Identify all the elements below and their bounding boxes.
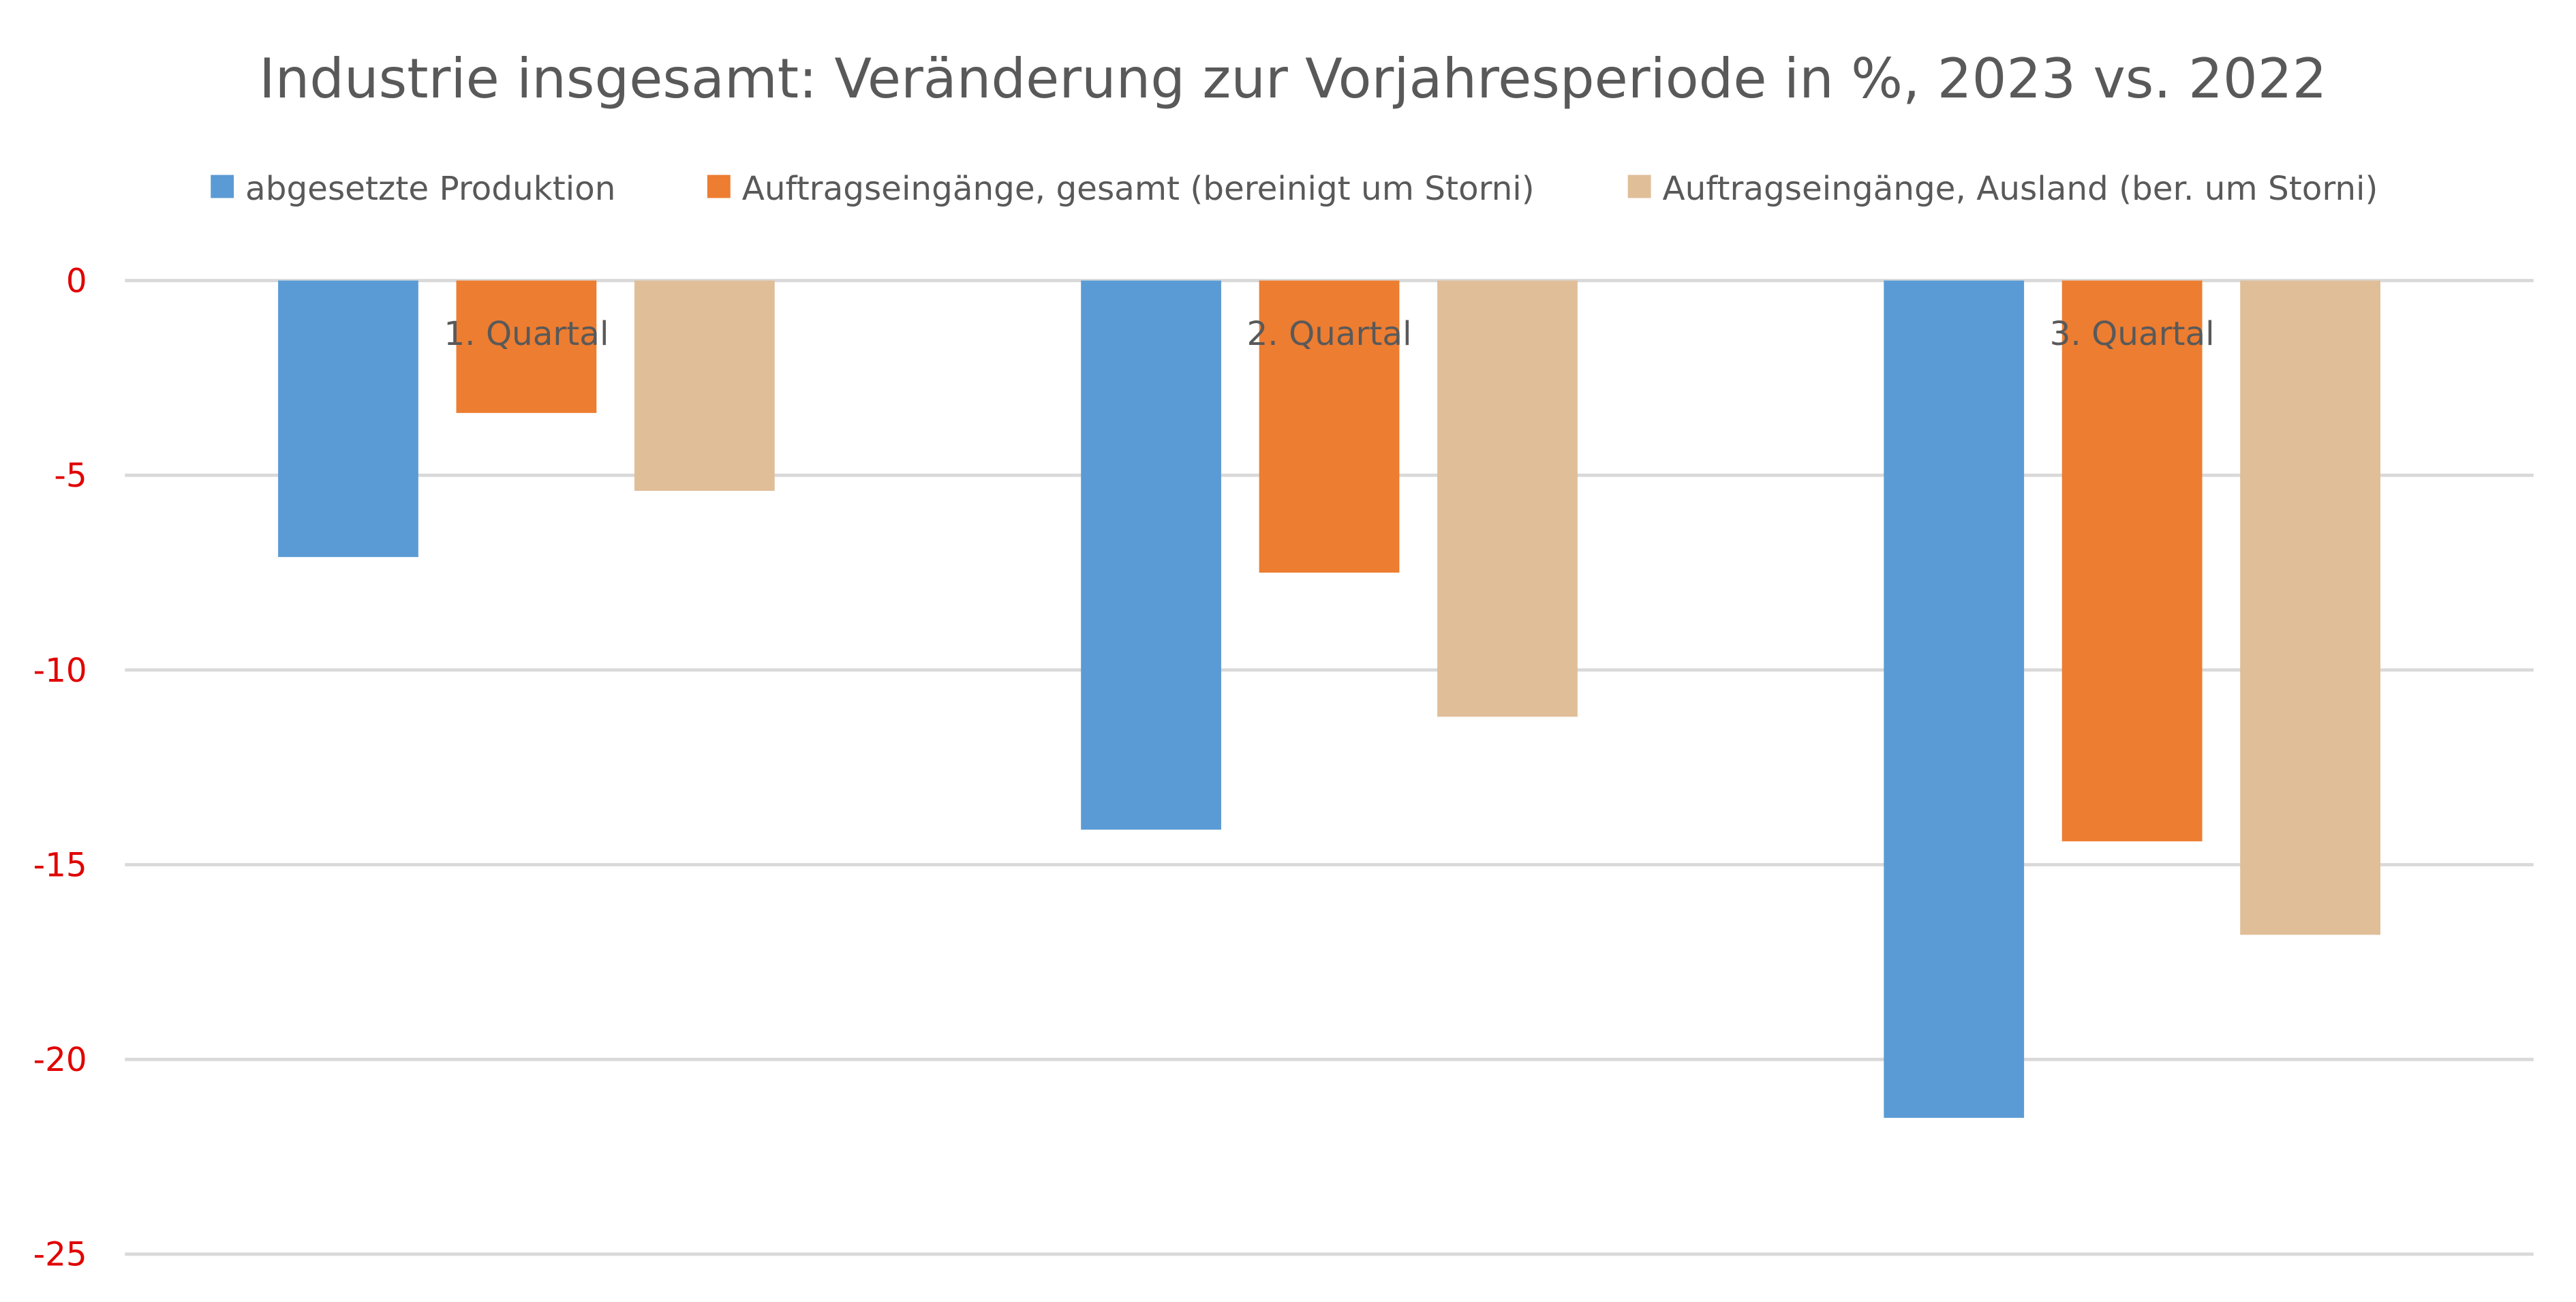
bar: [278, 280, 418, 558]
legend-swatch: [211, 175, 234, 198]
bar: [2061, 280, 2203, 842]
y-tick-label: -5: [54, 457, 87, 495]
legend-swatch: [707, 175, 731, 198]
category-label: 2. Quartal: [1247, 315, 1412, 353]
y-tick-label: -15: [33, 846, 87, 884]
category-label: 3. Quartal: [2050, 315, 2215, 353]
legend-label: Auftragseingänge, Ausland (ber. um Storn…: [1663, 170, 2378, 208]
y-tick-label: -25: [33, 1236, 87, 1274]
category-labels: 1. Quartal 2. Quartal 3. Quartal: [444, 315, 2214, 353]
legend-label: abgesetzte Produktion: [245, 170, 615, 208]
legend-swatch: [1627, 175, 1651, 198]
bar: [1259, 280, 1400, 573]
legend-label: Auftragseingänge, gesamt (bereinigt um S…: [742, 170, 1535, 208]
category-label: 1. Quartal: [444, 315, 609, 353]
bars: [278, 280, 2380, 1118]
bar: [1884, 280, 2025, 1118]
legend: abgesetzte Produktion Auftragseingänge, g…: [211, 170, 2378, 208]
bar: [2240, 280, 2380, 935]
y-tick-label: -10: [33, 652, 87, 690]
chart-title: Industrie insgesamt: Veränderung zur Vor…: [259, 47, 2327, 110]
bar: [1081, 280, 1221, 830]
bar: [1437, 280, 1578, 717]
bar: [634, 280, 775, 491]
bar: [456, 280, 597, 413]
y-tick-label: 0: [66, 262, 87, 300]
y-tick-label: -20: [33, 1041, 87, 1079]
